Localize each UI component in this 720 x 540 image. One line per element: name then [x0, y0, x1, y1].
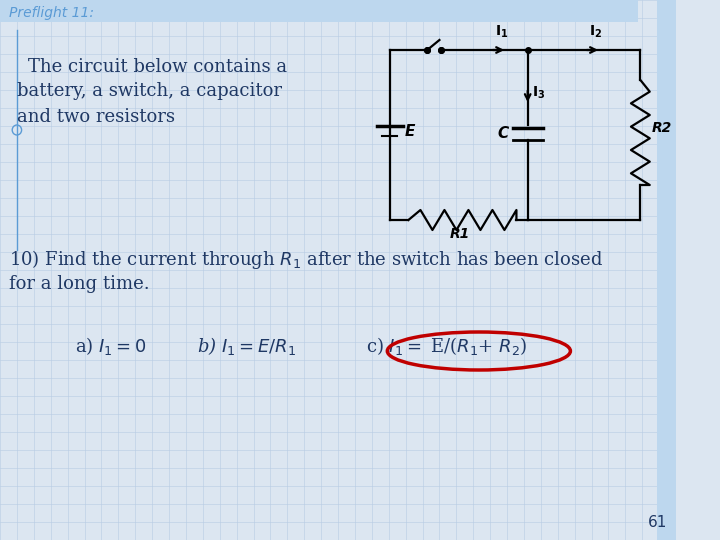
Text: a) $I_1 = 0$: a) $I_1 = 0$ [75, 335, 147, 357]
Text: battery, a switch, a capacitor: battery, a switch, a capacitor [17, 82, 282, 100]
Text: c) $I_1 = $ E/($R_1$+ $R_2$): c) $I_1 = $ E/($R_1$+ $R_2$) [366, 335, 527, 357]
Text: 10) Find the current through $R_1$ after the switch has been closed: 10) Find the current through $R_1$ after… [9, 248, 603, 271]
Text: b) $I_1 = E/R_1$: b) $I_1 = E/R_1$ [197, 335, 296, 357]
Bar [0, 0, 639, 22]
Text: Preflight 11:: Preflight 11: [9, 6, 94, 20]
Text: $\mathbf{I_2}$: $\mathbf{I_2}$ [589, 24, 602, 40]
Text: E: E [405, 124, 415, 138]
Text: C: C [498, 126, 509, 141]
Text: The circuit below contains a: The circuit below contains a [28, 58, 287, 76]
Text: for a long time.: for a long time. [9, 275, 150, 293]
Text: R2: R2 [652, 121, 672, 135]
Text: 61: 61 [647, 515, 667, 530]
Bar [657, 0, 676, 540]
Text: $\mathbf{I_1}$: $\mathbf{I_1}$ [495, 24, 508, 40]
Text: R1: R1 [450, 227, 470, 241]
Text: $\mathbf{I_3}$: $\mathbf{I_3}$ [532, 85, 546, 102]
Text: and two resistors: and two resistors [17, 108, 175, 126]
